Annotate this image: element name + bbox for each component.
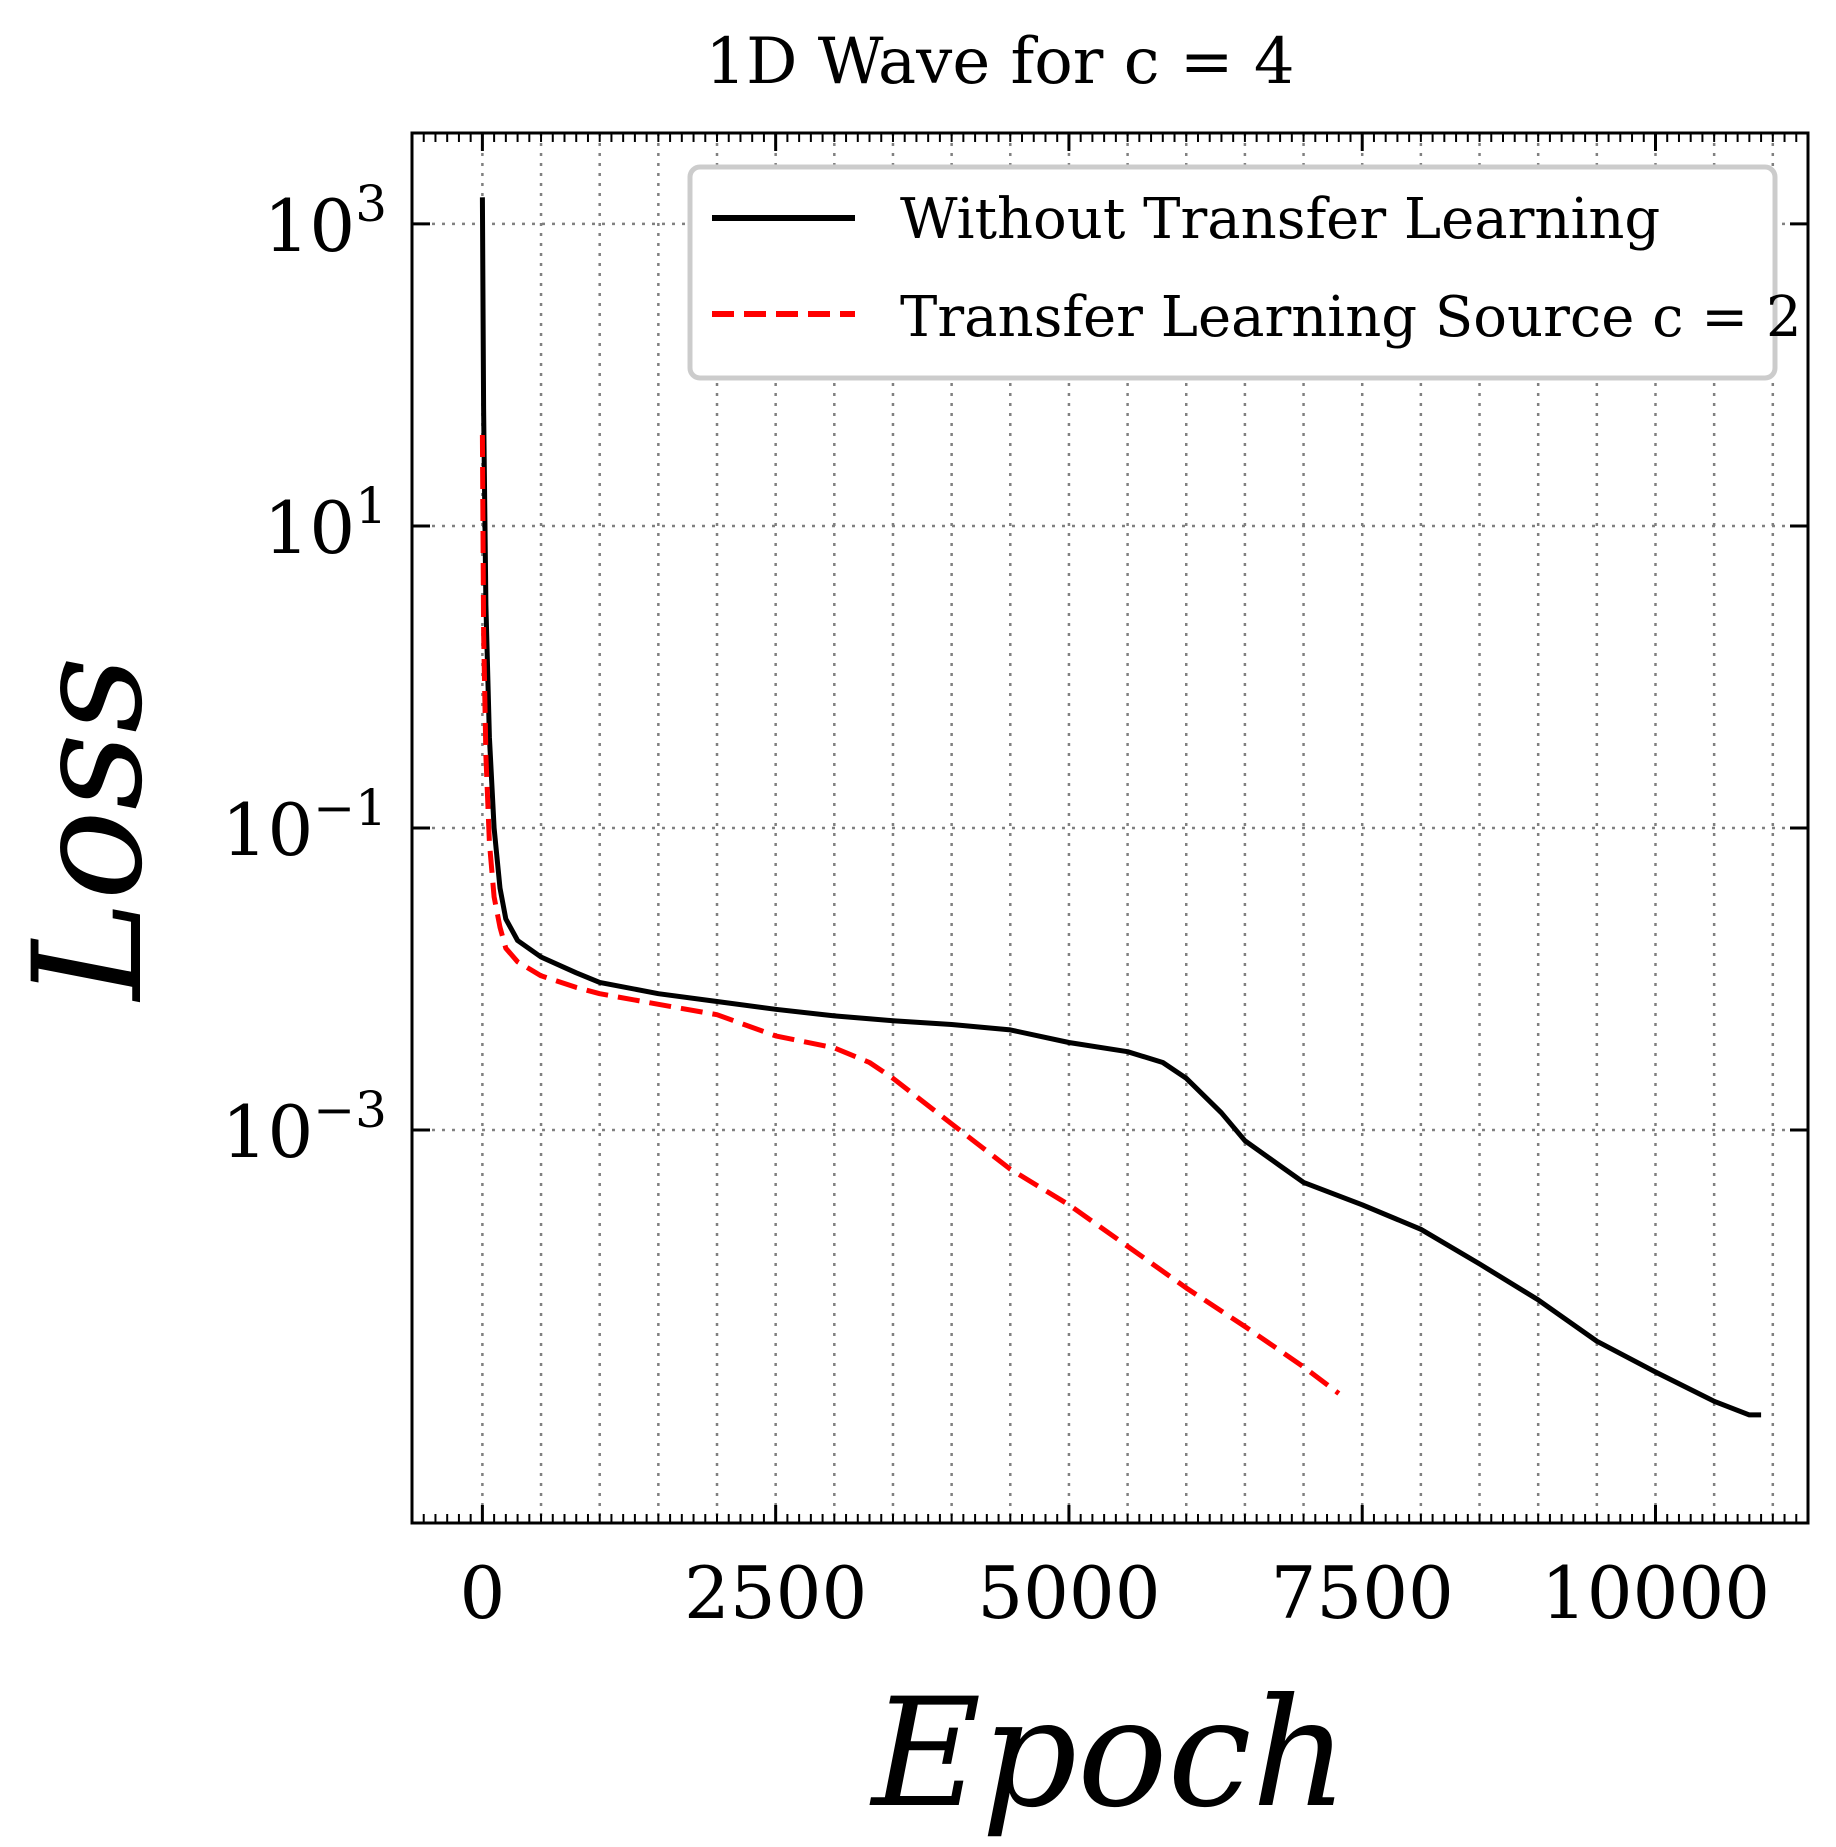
- ticks: 0 2500 5000 7500 10000 103 101 10−1 10−3: [222, 133, 1809, 1635]
- x-axis-label: Epoch: [869, 1667, 1348, 1841]
- x-tick-label: 10000: [1541, 1551, 1770, 1635]
- series-layer: [479, 197, 1762, 1418]
- chart-title: 1D Wave for c = 4: [705, 25, 1294, 99]
- legend-label-without-transfer: Without Transfer Learning: [900, 187, 1660, 252]
- legend: Without Transfer Learning Transfer Learn…: [687, 164, 1802, 381]
- x-tick-label: 5000: [977, 1551, 1160, 1635]
- y-tick-label: 101: [264, 477, 387, 570]
- legend-label-transfer-source: Transfer Learning Source c = 2: [900, 285, 1802, 350]
- y-tick-label: 10−3: [222, 1081, 387, 1174]
- y-tick-label: 10−1: [222, 779, 387, 872]
- x-tick-label: 7500: [1271, 1551, 1454, 1635]
- y-axis-label: Loss: [2, 656, 176, 1003]
- x-tick-label: 0: [459, 1551, 505, 1635]
- series-line-1: [479, 434, 1341, 1396]
- legend-box: [687, 164, 1778, 381]
- x-tick-label: 2500: [684, 1551, 867, 1635]
- series-line-0: [479, 197, 1762, 1418]
- y-tick-label: 103: [264, 175, 387, 268]
